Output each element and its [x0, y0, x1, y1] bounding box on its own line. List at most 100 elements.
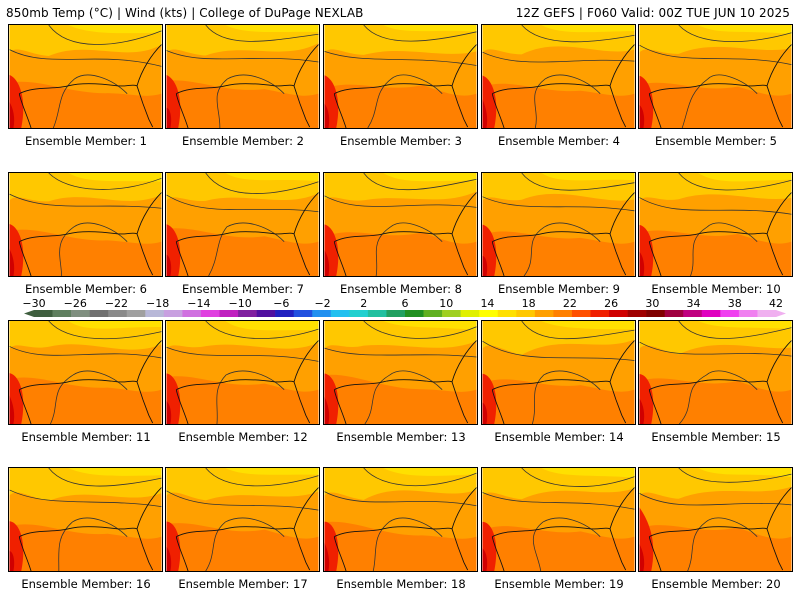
contour-line	[482, 492, 635, 510]
contour-line	[205, 468, 319, 487]
coastline	[175, 93, 189, 128]
map-title: 850mb Temp (°C) | Wind (kts) | College o…	[6, 6, 364, 20]
contour-line	[521, 25, 635, 43]
contour-line	[48, 173, 162, 190]
ensemble-member-label: Ensemble Member: 4	[498, 134, 620, 148]
hot-region	[166, 254, 172, 276]
colorbar-swatch	[664, 310, 684, 317]
cool-region	[541, 321, 635, 330]
contour-line	[482, 51, 635, 63]
coastline	[176, 379, 311, 424]
colorbar-tick-label: −14	[187, 298, 210, 310]
warm-region	[9, 229, 162, 276]
contour-line	[482, 340, 635, 361]
warm-region	[166, 376, 319, 424]
cool-region	[68, 321, 162, 329]
coastline	[136, 44, 162, 86]
cool-region	[698, 173, 792, 182]
ensemble-member-label: Ensemble Member: 10	[651, 282, 781, 296]
ensemble-panel-1	[8, 24, 163, 129]
cool-region	[324, 25, 477, 55]
coastline	[609, 44, 635, 86]
contour-line	[216, 370, 285, 424]
coastline	[293, 192, 319, 234]
coastline	[648, 389, 662, 424]
cool-region	[482, 321, 635, 355]
colorbar-swatch	[590, 310, 610, 317]
cool-region	[541, 468, 635, 478]
colorbar-tick-label: 34	[687, 298, 701, 310]
contour-line	[639, 44, 792, 65]
ensemble-member-label: Ensemble Member: 9	[498, 282, 620, 296]
coastline	[766, 487, 792, 529]
colorbar-swatch	[219, 310, 239, 317]
coastline	[333, 241, 347, 276]
ensemble-panel-2	[165, 24, 320, 129]
coastline	[609, 487, 635, 529]
colorbar-swatch	[386, 310, 406, 317]
contour-line	[166, 346, 319, 362]
colorbar-swatch	[609, 310, 628, 317]
colorbar-swatch	[256, 310, 276, 317]
colorbar-tick-label: 26	[604, 298, 618, 310]
colorbar-swatch	[646, 310, 665, 317]
colorbar-swatch	[497, 310, 517, 317]
colorbar-swatch	[312, 310, 332, 317]
contour-line	[521, 321, 635, 340]
cool-region	[225, 25, 319, 33]
contour-line	[363, 468, 477, 487]
hot-region	[639, 398, 645, 424]
coastline	[333, 93, 347, 128]
ensemble-panel-3	[323, 24, 478, 129]
coastline	[609, 340, 635, 382]
hot-region	[166, 546, 172, 571]
warm-region	[9, 377, 162, 424]
warm-region	[324, 521, 477, 571]
coastline	[19, 526, 154, 571]
colorbar-tick-label: −26	[64, 298, 87, 310]
hot-region	[9, 395, 15, 424]
contour-line	[375, 222, 443, 276]
coastline	[18, 93, 32, 128]
warm-region	[482, 379, 635, 424]
colorbar-tick-label: 22	[563, 298, 577, 310]
coastline	[648, 93, 662, 128]
contour-line	[9, 49, 162, 67]
contour-line	[639, 197, 792, 215]
coastline	[18, 389, 32, 424]
ensemble-panel-8	[323, 172, 478, 277]
ensemble-member-label: Ensemble Member: 19	[494, 577, 624, 591]
contour-line	[678, 25, 792, 42]
hot-region	[166, 107, 172, 128]
coastline	[19, 231, 154, 276]
coastline	[136, 487, 162, 529]
ensemble-panel-6	[8, 172, 163, 277]
contour-line	[681, 74, 758, 128]
ensemble-panel-5	[638, 24, 793, 129]
coastline	[766, 44, 792, 86]
coastline	[19, 83, 154, 128]
contour-line	[48, 25, 162, 45]
contour-line	[363, 173, 477, 191]
contour-line	[58, 517, 128, 571]
cool-region	[639, 321, 792, 355]
contour-line	[9, 346, 162, 359]
colorbar-tick-label: 10	[439, 298, 453, 310]
colorbar-swatch	[460, 310, 480, 317]
cool-region	[698, 25, 792, 35]
coastline	[451, 192, 477, 234]
ensemble-member-label: Ensemble Member: 1	[25, 134, 147, 148]
ensemble-member-label: Ensemble Member: 5	[655, 134, 777, 148]
colorbar-swatch	[405, 310, 424, 317]
warm-region	[9, 81, 162, 128]
coastline	[334, 379, 469, 424]
ensemble-member-label: Ensemble Member: 7	[182, 282, 304, 296]
coastline	[649, 83, 784, 128]
coastline	[451, 340, 477, 382]
contour-line	[324, 50, 477, 66]
colorbar-left-arrow	[24, 310, 34, 317]
contour-line	[523, 222, 601, 276]
coastline	[175, 536, 189, 571]
colorbar-swatch	[738, 310, 758, 317]
coastline	[334, 83, 469, 128]
